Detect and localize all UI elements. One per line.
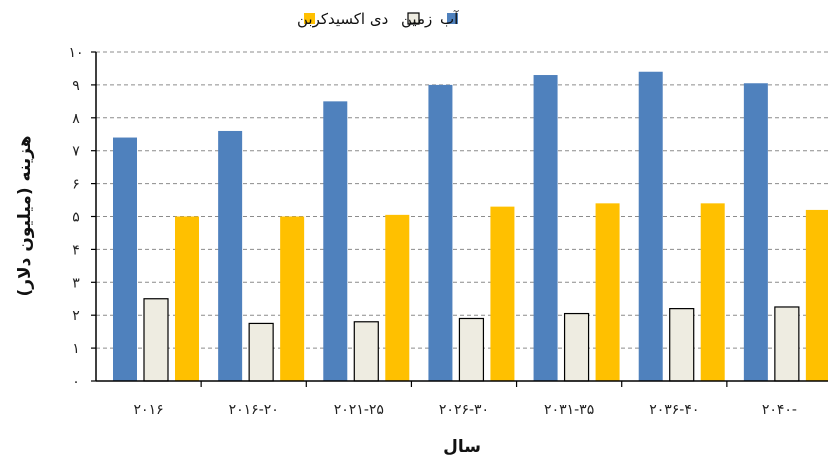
bar — [218, 130, 243, 381]
bar — [490, 206, 515, 381]
legend-swatch — [304, 13, 315, 24]
x-axis-title: سال — [443, 437, 481, 457]
x-tick-label: ۲۰۲۶-۳۰ — [439, 402, 489, 418]
y-tick-label: ۳ — [72, 275, 80, 291]
bar — [175, 216, 199, 381]
legend-label: دی اکسیدکربن — [297, 10, 388, 28]
y-axis-title: هزینه (میلیون دلار) — [15, 135, 35, 296]
x-tick-label: ۲۰۲۱-۲۵ — [334, 402, 384, 418]
bar — [743, 83, 768, 381]
x-tick-label: ۲۰۳۱-۳۵ — [544, 402, 594, 418]
bar — [669, 308, 695, 382]
bar — [248, 322, 274, 382]
y-tick-label: ۲ — [72, 308, 80, 324]
bar — [113, 137, 137, 381]
bar — [428, 84, 453, 382]
legend: آب زمین دی اکسیدکربن — [297, 10, 459, 28]
y-tick-label: ۶ — [72, 177, 80, 193]
bar — [143, 298, 169, 382]
bar — [533, 75, 558, 381]
legend-swatch — [447, 13, 458, 24]
x-tick-label: ۲۰۱۶-۲۰ — [229, 402, 279, 418]
bar — [563, 312, 590, 382]
bar — [805, 209, 828, 381]
y-tick-label: ۱ — [72, 341, 80, 357]
x-tick-label: ۲۰۱۶ — [134, 402, 164, 418]
y-tick-label: ۹ — [72, 78, 80, 94]
legend-swatch — [407, 12, 420, 25]
bar — [385, 214, 410, 381]
bar — [774, 306, 800, 382]
y-tick-label: ۴ — [72, 242, 80, 258]
bar — [353, 321, 379, 382]
y-tick-labels: ۰ ۱ ۲ ۳ ۴ ۵ ۶ ۷ ۸ ۹ ۱۰ — [68, 45, 83, 390]
x-tick-label: ۲۰۳۶-۴۰ — [649, 402, 699, 418]
y-tick-label: ۵ — [72, 210, 80, 226]
bar — [700, 203, 725, 381]
y-tick-label: ۷ — [72, 144, 80, 160]
legend-label: آب — [440, 10, 459, 28]
axes — [91, 51, 828, 387]
bars — [113, 71, 828, 382]
bar — [280, 216, 305, 381]
y-tick-label: ۰ — [72, 374, 80, 390]
y-tick-label: ۸ — [72, 111, 80, 127]
x-tick-labels: ۲۰۱۶ ۲۰۱۶-۲۰ ۲۰۲۱-۲۵ ۲۰۲۶-۳۰ ۲۰۳۱-۳۵ ۲۰۳۶-۴۰ ۲… — [134, 402, 797, 418]
bar — [323, 101, 348, 381]
y-tick-label: ۱۰ — [68, 45, 83, 61]
bar — [458, 317, 485, 382]
x-tick-label: ۲۰۴۰- — [762, 402, 797, 418]
legend-label: زمین — [401, 10, 432, 28]
bar — [595, 203, 620, 381]
bar — [638, 71, 663, 382]
